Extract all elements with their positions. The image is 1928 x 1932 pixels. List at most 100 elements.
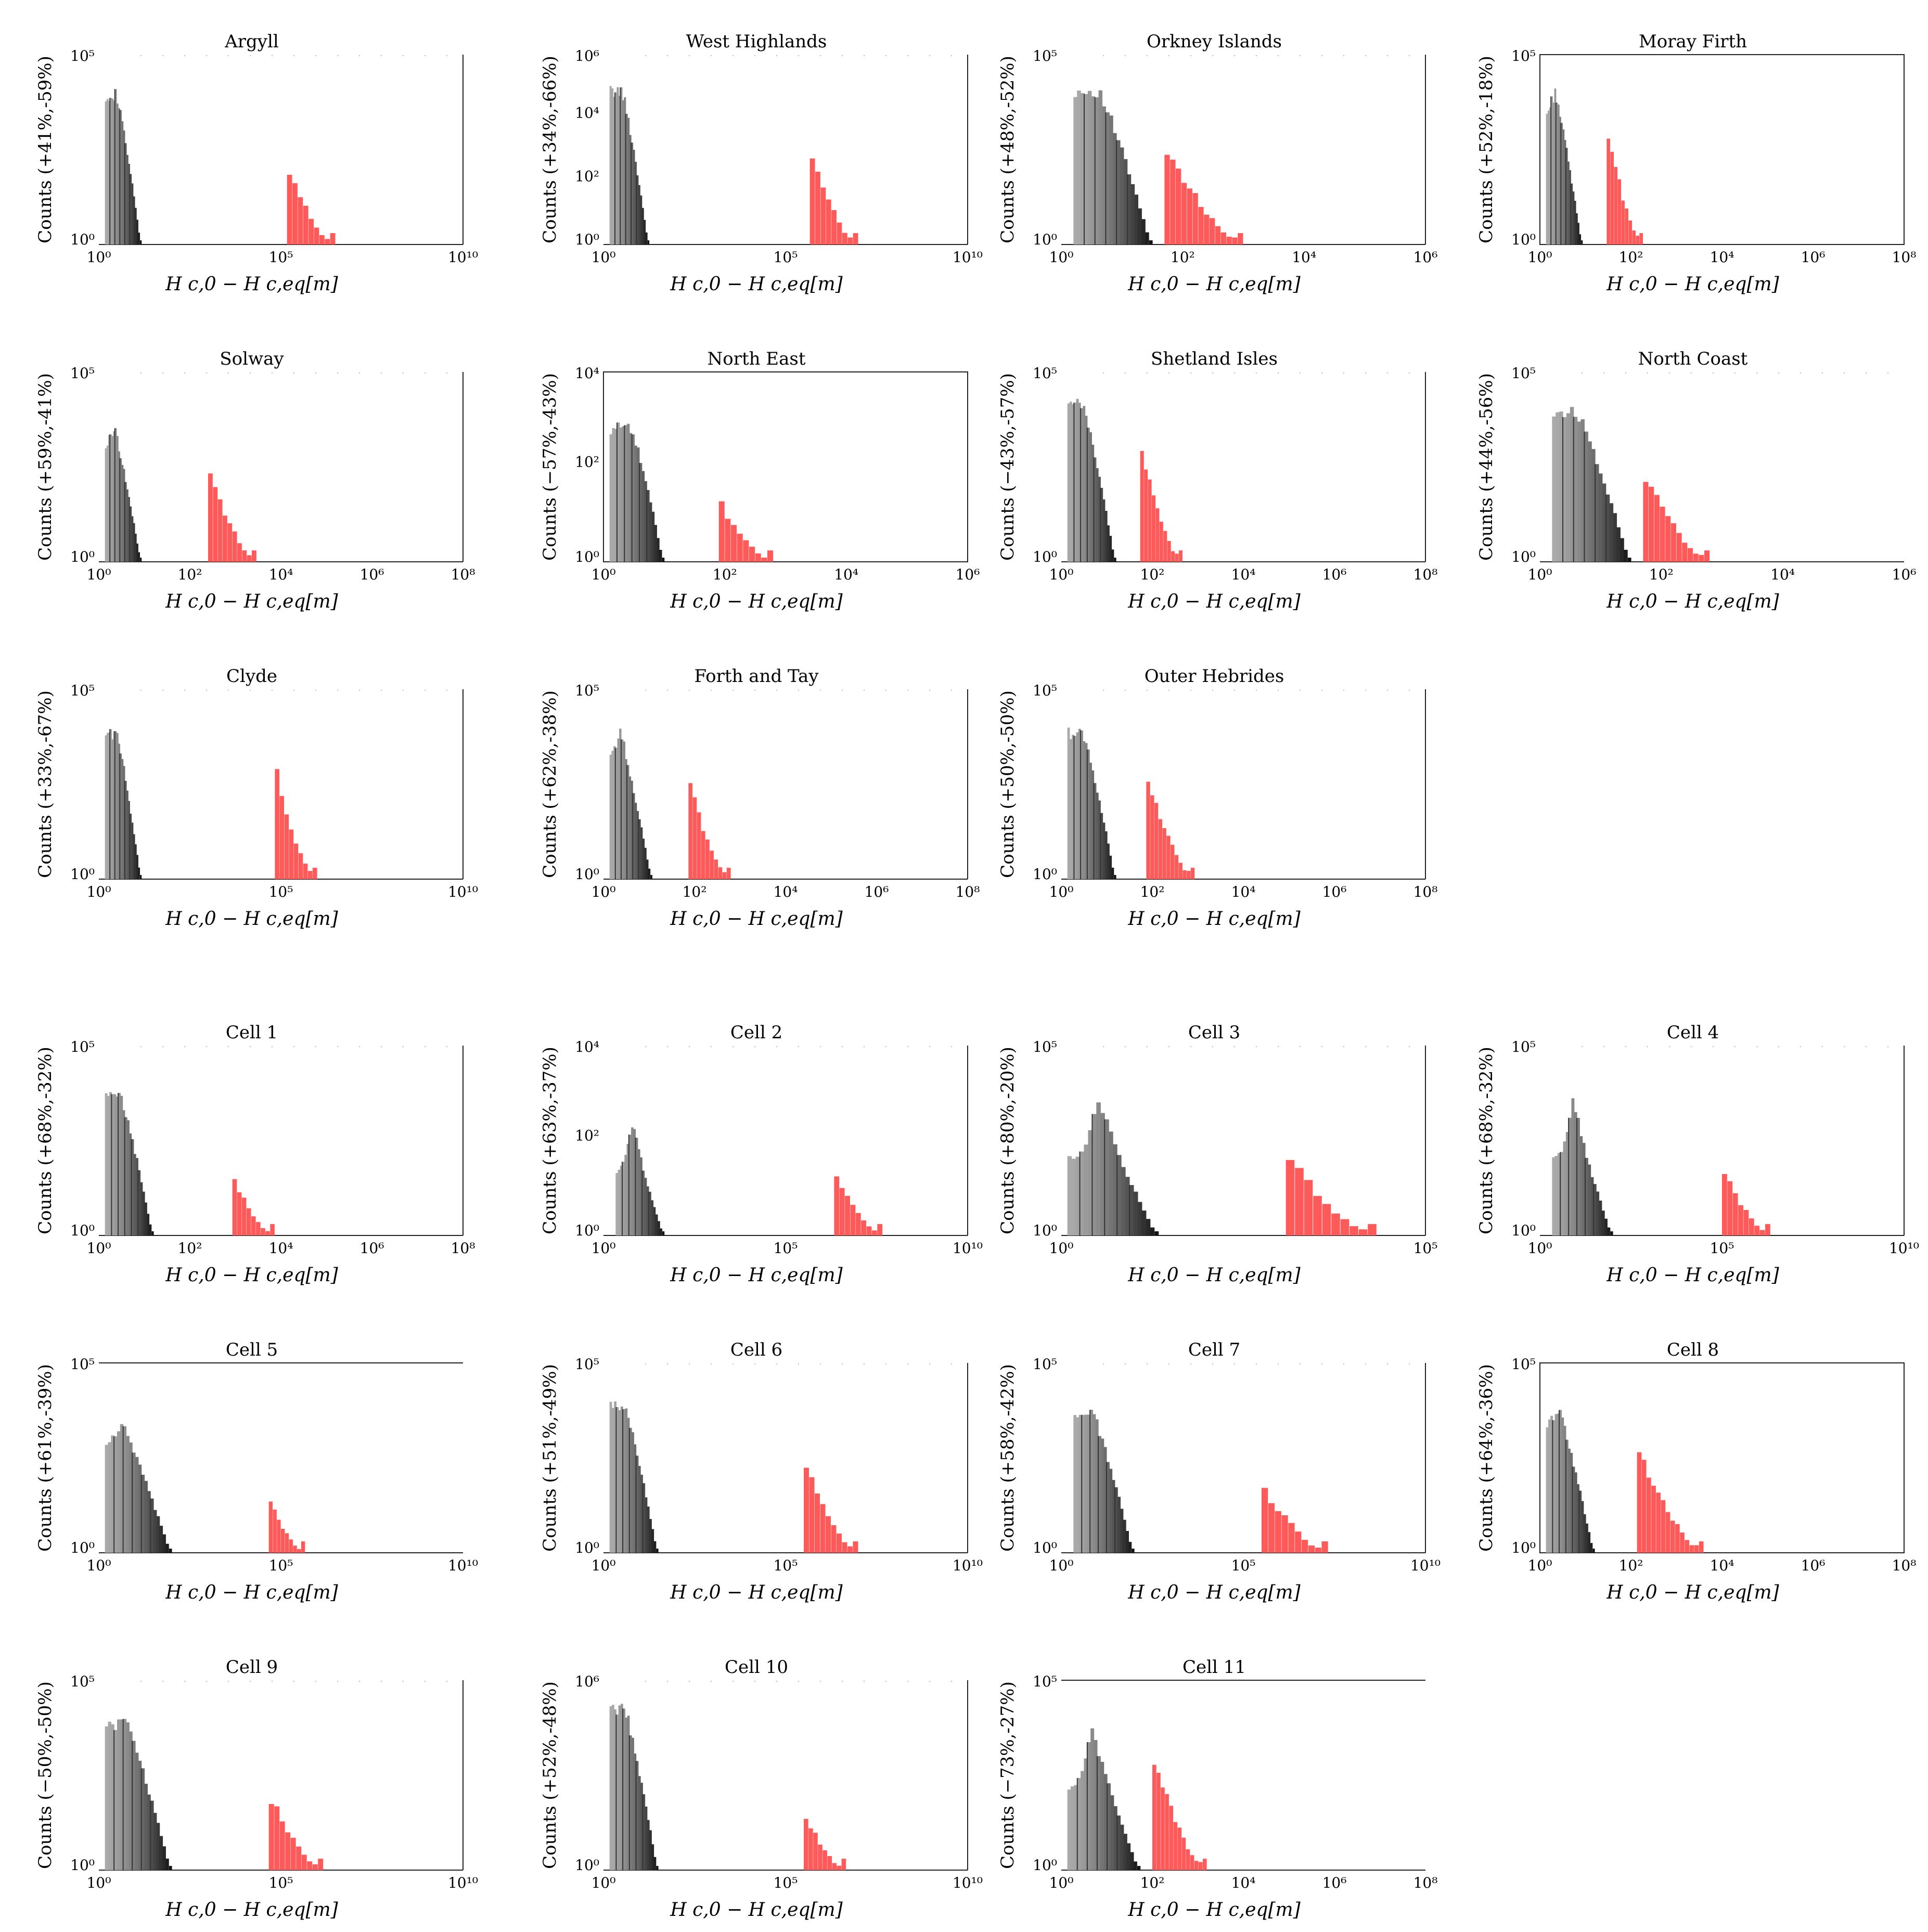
gray-bar <box>111 1724 114 1870</box>
red-bar <box>871 1230 877 1235</box>
gray-bar <box>1566 413 1571 562</box>
gray-bar <box>640 1157 642 1235</box>
red-bar <box>1660 507 1665 562</box>
panel-title: Cell 9 <box>226 1657 278 1678</box>
red-bar <box>281 1528 285 1553</box>
gray-bar <box>135 1753 139 1870</box>
x-tick-label: 10⁰ <box>87 249 111 266</box>
x-axis-label: H c,0 − H c,eq[m] <box>1127 908 1301 930</box>
y-tick-label: 10⁵ <box>1511 1038 1536 1055</box>
y-axis-label: Counts (+51%,-49%) <box>539 1364 560 1552</box>
gray-bar <box>1092 1114 1097 1235</box>
gray-bar <box>618 1410 621 1553</box>
red-bar <box>1182 870 1187 879</box>
gray-bar <box>642 1170 645 1235</box>
red-bar <box>1198 1862 1203 1870</box>
gray-bar <box>1113 875 1116 879</box>
x-tick-label: 10¹⁰ <box>953 249 983 266</box>
red-bar <box>1665 1512 1670 1553</box>
y-tick-label: 10⁵ <box>1511 1356 1536 1373</box>
gray-bar <box>627 765 629 879</box>
x-tick-label: 10¹⁰ <box>448 1874 478 1891</box>
gray-bar <box>1107 1783 1111 1870</box>
gray-bar <box>108 732 110 879</box>
gray-bar <box>651 1529 654 1553</box>
gray-bar <box>136 1158 138 1235</box>
gray-bar <box>613 97 615 244</box>
gray-bar <box>1546 1427 1549 1553</box>
y-tick-label: 10⁵ <box>70 682 95 699</box>
x-tick-label: 10⁰ <box>1049 1874 1074 1891</box>
gray-bar <box>619 728 622 879</box>
y-tick-label: 10⁰ <box>575 548 599 565</box>
gray-bar <box>156 1516 160 1553</box>
red-bar <box>1166 835 1171 879</box>
gray-bar <box>1074 402 1077 562</box>
red-bar <box>809 1477 815 1553</box>
gray-bar <box>107 1096 110 1235</box>
gray-bar <box>657 1221 660 1235</box>
gray-bar <box>1089 763 1092 879</box>
gray-bar <box>1550 1415 1553 1553</box>
x-tick-label: 10⁴ <box>834 566 858 583</box>
gray-bar <box>144 1480 148 1553</box>
red-bar <box>839 1188 845 1235</box>
gray-bar <box>1095 1419 1099 1553</box>
y-tick-label: 10⁵ <box>1033 1356 1057 1373</box>
panel-title: Orkney Islands <box>1147 31 1282 52</box>
red-bar <box>1636 236 1639 244</box>
gray-bar <box>632 434 635 562</box>
red-bar <box>307 871 313 879</box>
gray-bar <box>1094 1740 1098 1870</box>
gray-bar <box>1130 1852 1134 1870</box>
gray-bar <box>123 766 125 879</box>
x-tick-label: 10⁰ <box>87 566 111 583</box>
gray-bar <box>642 1794 646 1870</box>
gray-bar <box>105 735 107 879</box>
gray-bar <box>1582 1143 1586 1235</box>
x-tick-label: 10² <box>1140 566 1165 583</box>
red-bar <box>1150 795 1154 879</box>
red-bar <box>1140 450 1144 562</box>
red-bar <box>815 1493 820 1553</box>
x-axis-label: H c,0 − H c,eq[m] <box>670 1582 843 1603</box>
red-bar <box>1165 1794 1169 1870</box>
x-tick-label: 10⁸ <box>1892 249 1917 266</box>
red-bar <box>1732 1193 1738 1235</box>
y-axis-label: Counts (+62%,-38%) <box>539 690 560 878</box>
gray-bar <box>644 847 647 879</box>
gray-bar <box>1067 1156 1072 1235</box>
y-axis-label: Counts (+80%,-20%) <box>997 1047 1018 1234</box>
x-tick-label: 10⁰ <box>592 1240 616 1257</box>
red-bar <box>820 187 826 244</box>
red-bar <box>743 540 749 562</box>
gray-bar <box>1595 464 1599 562</box>
red-bar <box>1162 828 1166 879</box>
x-tick-label: 10¹⁰ <box>1889 1240 1919 1257</box>
x-tick-label: 10⁶ <box>1413 249 1438 266</box>
red-bar <box>303 205 309 244</box>
gray-bar <box>114 731 117 879</box>
red-bar <box>241 1197 247 1235</box>
plot-frame <box>1539 54 1905 245</box>
x-tick-label: 10⁶ <box>1322 1874 1347 1891</box>
gray-bar <box>609 434 613 562</box>
gray-bar <box>628 1135 632 1235</box>
red-bar <box>1315 1548 1321 1553</box>
gray-bar <box>1561 123 1563 244</box>
red-bar <box>1331 1213 1340 1235</box>
panel-title: Forth and Tay <box>694 666 819 687</box>
gray-bar <box>1121 1167 1126 1235</box>
gray-bar <box>1557 1413 1560 1553</box>
red-bar <box>767 550 774 562</box>
gray-bar <box>1081 730 1083 879</box>
gray-bar <box>1131 1549 1135 1553</box>
red-bar <box>268 1804 274 1870</box>
red-bar <box>1174 855 1179 879</box>
